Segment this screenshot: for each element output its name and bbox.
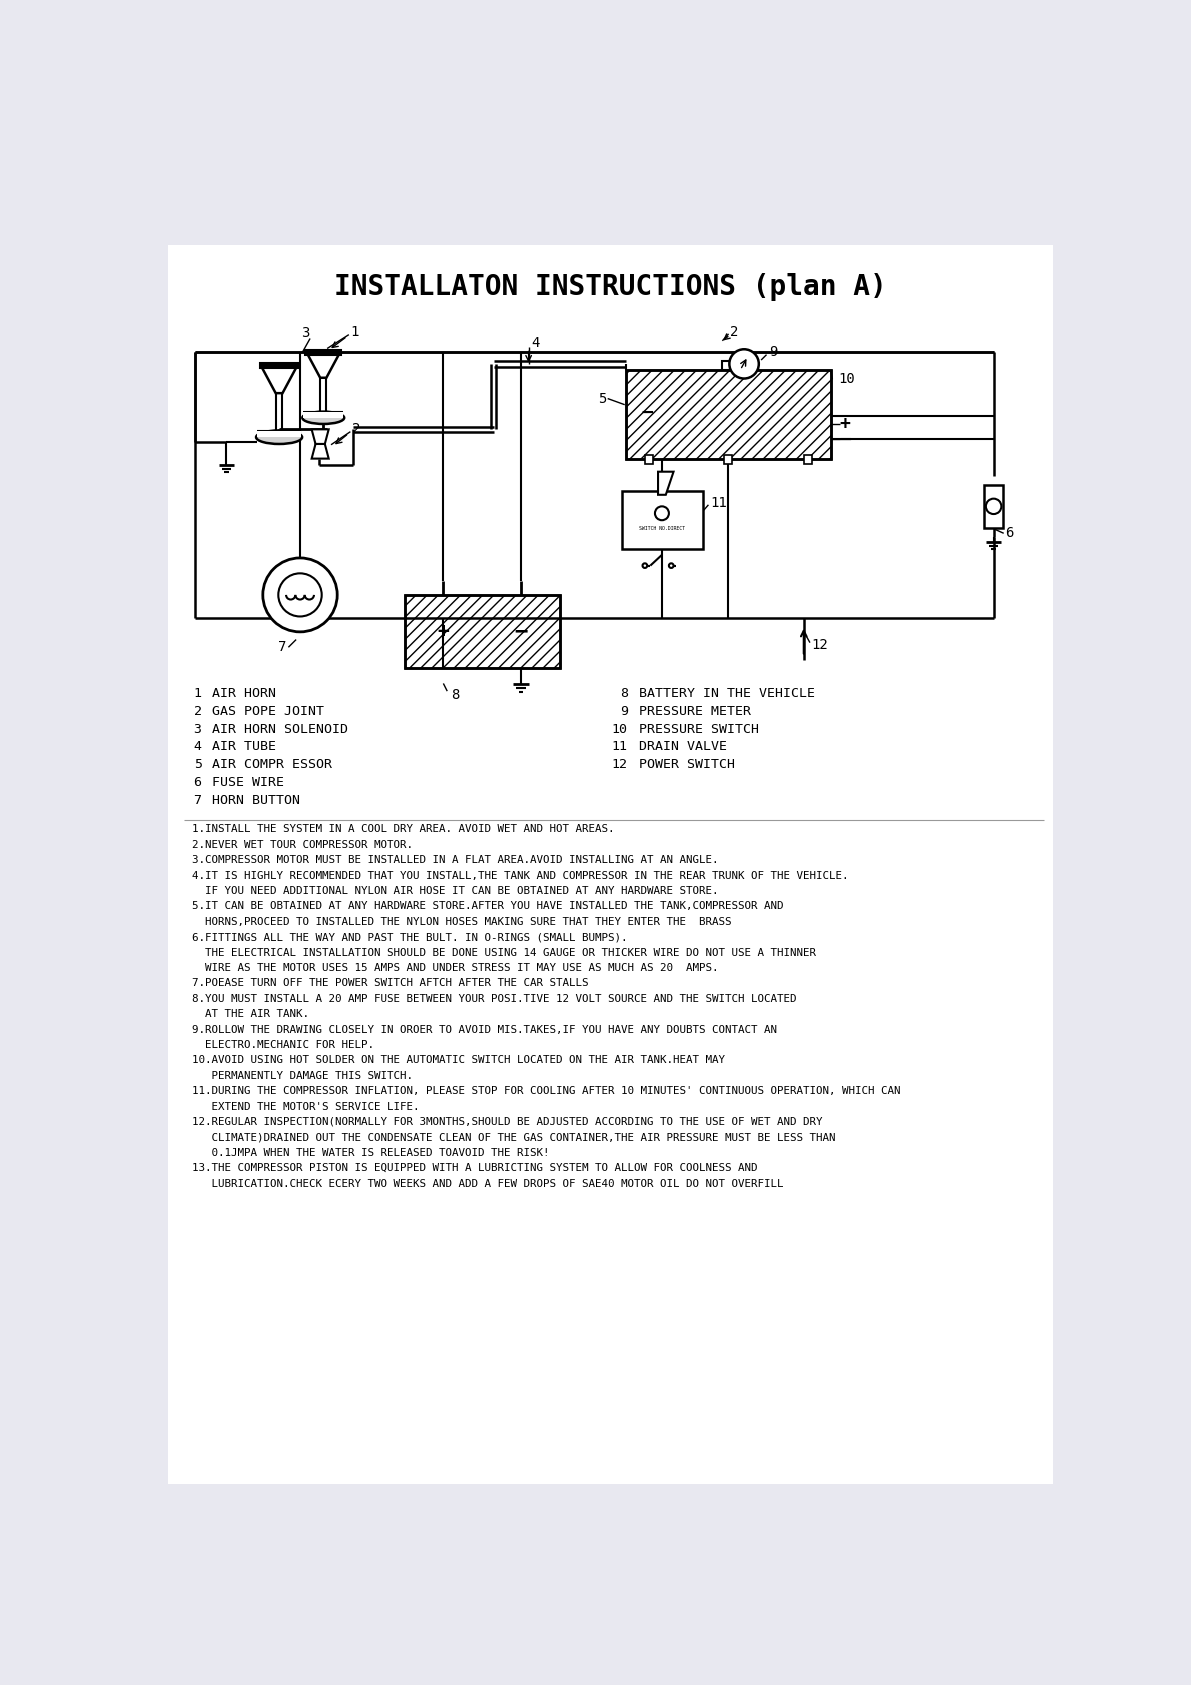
Text: −: − bbox=[838, 430, 850, 448]
Text: 9: 9 bbox=[619, 704, 628, 718]
Text: 8: 8 bbox=[619, 687, 628, 701]
Bar bbox=[625, 371, 831, 458]
Text: 11.DURING THE COMPRESSOR INFLATION, PLEASE STOP FOR COOLING AFTER 10 MINUTES' CO: 11.DURING THE COMPRESSOR INFLATION, PLEA… bbox=[192, 1087, 900, 1097]
Text: 0.1JMPA WHEN THE WATER IS RELEASED TOAVOID THE RISK!: 0.1JMPA WHEN THE WATER IS RELEASED TOAVO… bbox=[192, 1147, 549, 1158]
Text: 1: 1 bbox=[194, 687, 201, 701]
Text: PERMANENTLY DAMAGE THIS SWITCH.: PERMANENTLY DAMAGE THIS SWITCH. bbox=[192, 1070, 412, 1080]
Polygon shape bbox=[312, 430, 329, 443]
Text: 5.IT CAN BE OBTAINED AT ANY HARDWARE STORE.AFTER YOU HAVE INSTALLED THE TANK,COM: 5.IT CAN BE OBTAINED AT ANY HARDWARE STO… bbox=[192, 901, 782, 912]
Bar bbox=[405, 595, 560, 667]
Text: 6: 6 bbox=[194, 775, 201, 789]
Text: 10: 10 bbox=[612, 723, 628, 736]
Bar bbox=[303, 413, 343, 418]
Text: 2.NEVER WET TOUR COMPRESSOR MOTOR.: 2.NEVER WET TOUR COMPRESSOR MOTOR. bbox=[192, 839, 412, 849]
Text: 7: 7 bbox=[279, 640, 287, 654]
Text: HORN BUTTON: HORN BUTTON bbox=[212, 794, 300, 807]
Text: 6.FITTINGS ALL THE WAY AND PAST THE BULT. IN O-RINGS (SMALL BUMPS).: 6.FITTINGS ALL THE WAY AND PAST THE BULT… bbox=[192, 932, 626, 942]
Text: CLIMATE)DRAINED OUT THE CONDENSATE CLEAN OF THE GAS CONTAINER,THE AIR PRESSURE M: CLIMATE)DRAINED OUT THE CONDENSATE CLEAN… bbox=[192, 1132, 835, 1142]
Bar bbox=[625, 371, 831, 458]
Text: POWER SWITCH: POWER SWITCH bbox=[638, 758, 735, 772]
Text: 2: 2 bbox=[351, 421, 361, 436]
Text: 11: 11 bbox=[612, 740, 628, 753]
Text: AIR COMPR ESSOR: AIR COMPR ESSOR bbox=[212, 758, 332, 772]
Text: AIR HORN: AIR HORN bbox=[212, 687, 276, 701]
Text: 4.IT IS HIGHLY RECOMMENDED THAT YOU INSTALL,THE TANK AND COMPRESSOR IN THE REAR : 4.IT IS HIGHLY RECOMMENDED THAT YOU INST… bbox=[192, 871, 848, 881]
Text: 5: 5 bbox=[194, 758, 201, 772]
Text: 5: 5 bbox=[598, 391, 606, 406]
Text: 1: 1 bbox=[350, 325, 358, 339]
Text: SWITCH NO.DIRECT: SWITCH NO.DIRECT bbox=[638, 526, 685, 531]
Bar bbox=[622, 490, 703, 549]
Text: 7.POEASE TURN OFF THE POWER SWITCH AFTCH AFTER THE CAR STALLS: 7.POEASE TURN OFF THE POWER SWITCH AFTCH… bbox=[192, 979, 588, 989]
Circle shape bbox=[669, 563, 674, 568]
Text: 12: 12 bbox=[811, 639, 828, 652]
Text: 10: 10 bbox=[838, 372, 855, 386]
Circle shape bbox=[643, 563, 647, 568]
Bar bbox=[804, 455, 811, 463]
Bar bbox=[405, 595, 560, 667]
Text: BATTERY IN THE VEHICLE: BATTERY IN THE VEHICLE bbox=[638, 687, 815, 701]
Text: +: + bbox=[840, 415, 850, 433]
Text: 6: 6 bbox=[1005, 526, 1014, 541]
Text: AT THE AIR TANK.: AT THE AIR TANK. bbox=[192, 1009, 308, 1019]
Text: 3: 3 bbox=[301, 327, 310, 340]
Text: AIR HORN SOLENOID: AIR HORN SOLENOID bbox=[212, 723, 349, 736]
Text: EXTEND THE MOTOR'S SERVICE LIFE.: EXTEND THE MOTOR'S SERVICE LIFE. bbox=[192, 1102, 419, 1112]
Circle shape bbox=[655, 507, 669, 521]
Polygon shape bbox=[312, 443, 329, 458]
Text: 11: 11 bbox=[711, 495, 728, 509]
Text: 7: 7 bbox=[194, 794, 201, 807]
Text: IF YOU NEED ADDITIONAL NYLON AIR HOSE IT CAN BE OBTAINED AT ANY HARDWARE STORE.: IF YOU NEED ADDITIONAL NYLON AIR HOSE IT… bbox=[192, 886, 718, 896]
Text: 1.INSTALL THE SYSTEM IN A COOL DRY AREA. AVOID WET AND HOT AREAS.: 1.INSTALL THE SYSTEM IN A COOL DRY AREA.… bbox=[192, 824, 615, 834]
Text: THE ELECTRICAL INSTALLATION SHOULD BE DONE USING 14 GAUGE OR THICKER WIRE DO NOT: THE ELECTRICAL INSTALLATION SHOULD BE DO… bbox=[192, 947, 816, 957]
Text: 2: 2 bbox=[194, 704, 201, 718]
Text: FUSE WIRE: FUSE WIRE bbox=[212, 775, 285, 789]
Circle shape bbox=[279, 573, 322, 617]
Text: INSTALLATON INSTRUCTIONS (plan A): INSTALLATON INSTRUCTIONS (plan A) bbox=[333, 273, 886, 302]
Bar bbox=[722, 361, 734, 371]
Text: 4: 4 bbox=[194, 740, 201, 753]
Circle shape bbox=[263, 558, 337, 632]
Text: 10.AVOID USING HOT SOLDER ON THE AUTOMATIC SWITCH LOCATED ON THE AIR TANK.HEAT M: 10.AVOID USING HOT SOLDER ON THE AUTOMAT… bbox=[192, 1055, 724, 1065]
Bar bbox=[257, 431, 301, 436]
Circle shape bbox=[986, 499, 1002, 514]
Text: AIR TUBE: AIR TUBE bbox=[212, 740, 276, 753]
Text: LUBRICATION.CHECK ECERY TWO WEEKS AND ADD A FEW DROPS OF SAE40 MOTOR OIL DO NOT : LUBRICATION.CHECK ECERY TWO WEEKS AND AD… bbox=[192, 1178, 782, 1188]
Polygon shape bbox=[659, 472, 674, 495]
Text: 9.ROLLOW THE DRAWING CLOSELY IN OROER TO AVOID MIS.TAKES,IF YOU HAVE ANY DOUBTS : 9.ROLLOW THE DRAWING CLOSELY IN OROER TO… bbox=[192, 1024, 777, 1035]
Text: 9: 9 bbox=[769, 345, 778, 359]
Text: 13.THE COMPRESSOR PISTON IS EQUIPPED WITH A LUBRICTING SYSTEM TO ALLOW FOR COOLN: 13.THE COMPRESSOR PISTON IS EQUIPPED WIT… bbox=[192, 1163, 757, 1173]
Polygon shape bbox=[307, 354, 338, 377]
Text: PRESSURE SWITCH: PRESSURE SWITCH bbox=[638, 723, 759, 736]
Text: 2: 2 bbox=[730, 325, 738, 339]
Bar bbox=[644, 455, 653, 463]
Ellipse shape bbox=[303, 411, 344, 425]
Bar bbox=[724, 455, 731, 463]
Bar bbox=[984, 485, 1003, 527]
Bar bbox=[260, 362, 299, 367]
Text: DRAIN VALVE: DRAIN VALVE bbox=[638, 740, 727, 753]
Polygon shape bbox=[262, 367, 297, 393]
Text: 12: 12 bbox=[612, 758, 628, 772]
Text: 12.REGULAR INSPECTION(NORMALLY FOR 3MONTHS,SHOULD BE ADJUSTED ACCORDING TO THE U: 12.REGULAR INSPECTION(NORMALLY FOR 3MONT… bbox=[192, 1117, 822, 1127]
Ellipse shape bbox=[256, 430, 303, 443]
Text: −: − bbox=[641, 403, 653, 421]
Text: 4: 4 bbox=[531, 335, 540, 350]
Text: ELECTRO.MECHANIC FOR HELP.: ELECTRO.MECHANIC FOR HELP. bbox=[192, 1040, 374, 1050]
Bar bbox=[305, 350, 341, 354]
Text: −: − bbox=[515, 622, 528, 640]
Text: 8.YOU MUST INSTALL A 20 AMP FUSE BETWEEN YOUR POSI.TIVE 12 VOLT SOURCE AND THE S: 8.YOU MUST INSTALL A 20 AMP FUSE BETWEEN… bbox=[192, 994, 796, 1004]
Text: PRESSURE METER: PRESSURE METER bbox=[638, 704, 750, 718]
Text: +: + bbox=[437, 622, 449, 640]
Text: 3.COMPRESSOR MOTOR MUST BE INSTALLED IN A FLAT AREA.AVOID INSTALLING AT AN ANGLE: 3.COMPRESSOR MOTOR MUST BE INSTALLED IN … bbox=[192, 856, 718, 864]
Text: 8: 8 bbox=[451, 687, 460, 703]
Text: 3: 3 bbox=[194, 723, 201, 736]
Circle shape bbox=[729, 349, 759, 379]
Text: HORNS,PROCEED TO INSTALLED THE NYLON HOSES MAKING SURE THAT THEY ENTER THE  BRAS: HORNS,PROCEED TO INSTALLED THE NYLON HOS… bbox=[192, 917, 731, 927]
Text: GAS POPE JOINT: GAS POPE JOINT bbox=[212, 704, 324, 718]
Text: WIRE AS THE MOTOR USES 15 AMPS AND UNDER STRESS IT MAY USE AS MUCH AS 20  AMPS.: WIRE AS THE MOTOR USES 15 AMPS AND UNDER… bbox=[192, 962, 718, 972]
